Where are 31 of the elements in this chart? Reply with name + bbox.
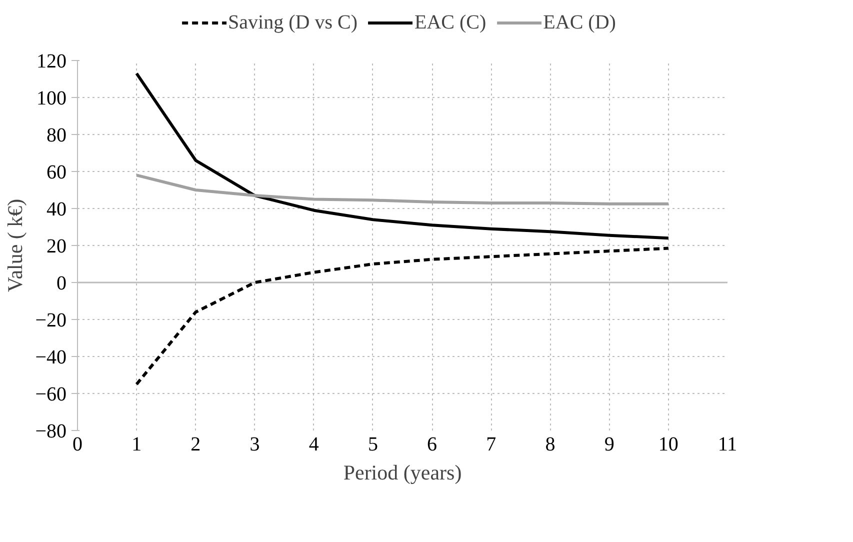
y-tick-label: 80 xyxy=(46,124,66,146)
x-tick-label: 0 xyxy=(72,434,82,456)
y-tick-label: −40 xyxy=(35,346,66,368)
y-tick-label: −20 xyxy=(35,310,66,332)
legend-label: EAC (C) xyxy=(414,11,486,34)
x-tick-label: 10 xyxy=(658,434,678,456)
y-tick-label: 60 xyxy=(46,162,66,184)
x-tick-label: 6 xyxy=(427,434,438,456)
x-tick-label: 11 xyxy=(718,434,738,456)
x-tick-label: 9 xyxy=(604,434,614,456)
y-tick-label: −80 xyxy=(35,420,66,442)
x-tick-label: 7 xyxy=(486,434,496,456)
line-series xyxy=(135,174,670,206)
y-axis-title: Value ( k€) xyxy=(3,198,28,292)
y-tick-label: 40 xyxy=(46,198,66,220)
legend-label: Saving (D vs C) xyxy=(228,11,358,34)
y-tick-label: 20 xyxy=(46,236,66,258)
line-series xyxy=(135,72,670,240)
x-tick-label: 5 xyxy=(368,434,378,456)
x-tick-label: 4 xyxy=(308,434,319,456)
y-tick-label: 100 xyxy=(36,88,66,110)
line-series xyxy=(135,246,670,386)
x-tick-label: 8 xyxy=(545,434,556,456)
y-tick-label: −60 xyxy=(35,384,66,406)
legend-label: EAC (D) xyxy=(543,11,616,34)
y-tick-label: 0 xyxy=(56,272,66,294)
x-tick-label: 3 xyxy=(250,434,260,456)
x-tick-label: 1 xyxy=(132,434,142,456)
x-axis-title: Period (years) xyxy=(343,460,462,484)
y-tick-label: 120 xyxy=(36,50,66,72)
x-tick-label: 2 xyxy=(190,434,201,456)
